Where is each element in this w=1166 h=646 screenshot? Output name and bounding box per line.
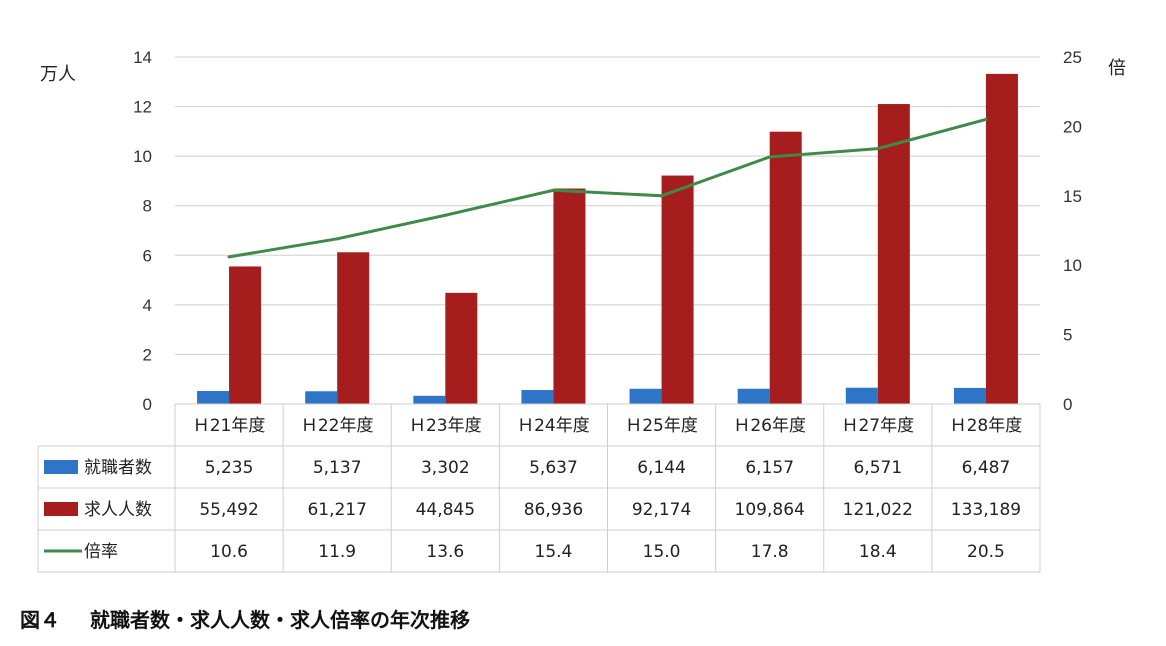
category-label: Ｈ24年度 bbox=[517, 416, 590, 436]
right-tick-label: 10 bbox=[1063, 256, 1082, 275]
table-cell: 5,137 bbox=[313, 458, 362, 478]
bar-job-seekers bbox=[445, 292, 478, 404]
left-axis: 0 2 4 6 8 10 12 14 bbox=[133, 48, 152, 414]
category-label: Ｈ27年度 bbox=[841, 416, 914, 436]
bar-series bbox=[197, 73, 1018, 405]
table-cell: 6,571 bbox=[853, 458, 902, 478]
bar-employed bbox=[629, 388, 662, 404]
ratio-point bbox=[227, 255, 231, 259]
table-cell: 6,144 bbox=[637, 458, 686, 478]
left-tick-label: 14 bbox=[133, 48, 152, 67]
category-label: Ｈ23年度 bbox=[409, 416, 482, 436]
series-name: 就職者数 bbox=[84, 458, 152, 478]
ratio-line bbox=[228, 118, 987, 259]
bar-employed bbox=[953, 387, 986, 404]
left-axis-unit: 万人 bbox=[40, 64, 76, 85]
ratio-point bbox=[443, 213, 447, 217]
table-cell: 5,235 bbox=[205, 458, 254, 478]
bar-job-seekers bbox=[337, 252, 370, 404]
bar-job-seekers bbox=[769, 131, 802, 405]
left-tick-label: 12 bbox=[133, 98, 152, 117]
table-cell: 92,174 bbox=[632, 500, 691, 520]
right-tick-label: 5 bbox=[1063, 326, 1072, 345]
table-cell: 61,217 bbox=[307, 500, 366, 520]
table-cell: 11.9 bbox=[318, 542, 356, 562]
table-cell: 20.5 bbox=[967, 542, 1005, 562]
table-cell: 55,492 bbox=[199, 500, 258, 520]
category-label: Ｈ26年度 bbox=[733, 416, 806, 436]
ratio-point bbox=[551, 188, 555, 192]
right-axis: 0 5 10 15 20 25 bbox=[1063, 48, 1082, 414]
ratio-point bbox=[984, 117, 988, 121]
table-cell: 3,302 bbox=[421, 458, 470, 478]
ratio-point bbox=[768, 155, 772, 159]
left-tick-label: 2 bbox=[143, 345, 152, 364]
table-cell: 5,637 bbox=[529, 458, 578, 478]
table-cell: 15.0 bbox=[643, 542, 681, 562]
bar-employed bbox=[845, 387, 878, 404]
gridlines bbox=[175, 56, 1040, 405]
table-cell: 18.4 bbox=[859, 542, 897, 562]
table-cell: 6,487 bbox=[962, 458, 1011, 478]
data-table: Ｈ21年度 Ｈ22年度 Ｈ23年度 Ｈ24年度 Ｈ25年度 Ｈ26年度 Ｈ27年度 Ｈ28年度… bbox=[37, 403, 1041, 573]
table-cell: 10.6 bbox=[210, 542, 248, 562]
bar-employed bbox=[305, 391, 338, 404]
bar-employed bbox=[737, 388, 770, 404]
table-cell: 17.8 bbox=[751, 542, 789, 562]
figure-caption: 図４ 就職者数・求人人数・求人倍率の年次推移 bbox=[20, 604, 470, 633]
right-tick-label: 15 bbox=[1063, 187, 1082, 206]
category-label: Ｈ28年度 bbox=[950, 416, 1023, 436]
figure-title: 就職者数・求人人数・求人倍率の年次推移 bbox=[90, 608, 470, 632]
legend-swatch bbox=[44, 460, 78, 474]
right-axis-unit: 倍 bbox=[1108, 58, 1126, 79]
table-cell: 86,936 bbox=[524, 500, 583, 520]
table-cell: 133,189 bbox=[951, 500, 1021, 520]
bar-employed bbox=[521, 390, 554, 404]
table-cell: 15.4 bbox=[535, 542, 573, 562]
left-tick-label: 10 bbox=[133, 147, 152, 166]
ratio-point bbox=[660, 194, 664, 198]
category-label: Ｈ22年度 bbox=[301, 416, 374, 436]
series-name: 求人人数 bbox=[84, 500, 152, 520]
ratio-point bbox=[335, 237, 339, 241]
table-cell: 121,022 bbox=[843, 500, 913, 520]
bar-job-seekers bbox=[661, 175, 694, 404]
legend-swatch bbox=[44, 502, 78, 516]
category-label: Ｈ25年度 bbox=[625, 416, 698, 436]
bar-job-seekers bbox=[985, 73, 1018, 404]
bar-job-seekers bbox=[877, 104, 910, 404]
table-cell: 109,864 bbox=[735, 500, 805, 520]
bar-job-seekers bbox=[229, 266, 262, 404]
left-tick-label: 0 bbox=[143, 395, 152, 414]
series-name: 倍率 bbox=[84, 542, 118, 562]
table-cell: 13.6 bbox=[426, 542, 464, 562]
left-tick-label: 4 bbox=[143, 296, 152, 315]
table-cell: 44,845 bbox=[416, 500, 475, 520]
right-tick-label: 25 bbox=[1063, 48, 1082, 67]
right-tick-label: 0 bbox=[1063, 395, 1072, 414]
line-series bbox=[227, 117, 988, 259]
left-tick-label: 6 bbox=[143, 246, 152, 265]
right-tick-label: 20 bbox=[1063, 117, 1082, 136]
bar-employed bbox=[197, 391, 230, 404]
bar-job-seekers bbox=[553, 188, 586, 404]
bar-employed bbox=[413, 395, 446, 404]
ratio-point bbox=[876, 147, 880, 151]
figure-number: 図４ bbox=[20, 608, 60, 632]
table-cell: 6,157 bbox=[745, 458, 794, 478]
left-tick-label: 8 bbox=[143, 197, 152, 216]
category-label: Ｈ21年度 bbox=[193, 416, 266, 436]
